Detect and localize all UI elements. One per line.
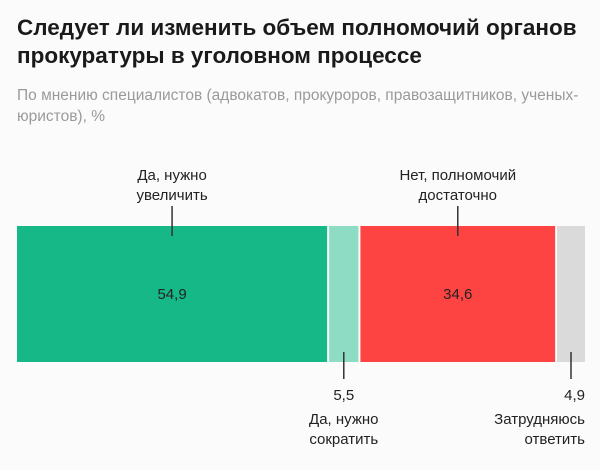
value-label: 5,5 [333,387,354,404]
value-label: 34,6 [443,286,472,303]
bar-segment [329,226,359,362]
category-label: ответить [525,431,586,448]
chart-title: Следует ли изменить объем полномочий орг… [17,15,577,68]
category-label: сократить [309,431,378,448]
category-label: Да, нужно [137,167,206,184]
category-label: достаточно [419,187,497,204]
value-label: 4,9 [564,387,585,404]
bar-segment [557,226,585,362]
bar-segment [17,226,328,362]
value-label: 54,9 [157,286,186,303]
chart-subtitle: По мнению специалистов (адвокатов, проку… [17,87,579,125]
category-label: Да, нужно [309,411,378,428]
category-label: увеличить [136,187,207,204]
category-label: Затрудняюсь [494,411,585,428]
category-label: Нет, полномочий [399,167,516,184]
bar-segment [360,226,556,362]
